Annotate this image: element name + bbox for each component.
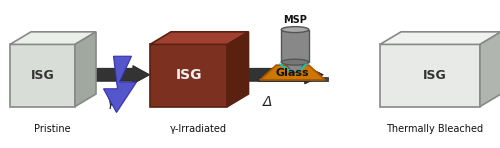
Ellipse shape [281,59,309,65]
Text: γ-Irradiated: γ-Irradiated [170,124,227,134]
Polygon shape [260,65,325,80]
Text: Thermally Bleached: Thermally Bleached [386,124,484,134]
Text: γ: γ [107,95,116,109]
Polygon shape [480,32,500,107]
Polygon shape [228,32,248,107]
Text: Glass: Glass [276,68,310,78]
Text: ISG: ISG [423,69,447,82]
Polygon shape [380,32,500,44]
FancyArrow shape [78,66,150,84]
Polygon shape [284,62,306,73]
Polygon shape [104,56,136,112]
FancyArrow shape [235,66,324,84]
FancyBboxPatch shape [10,44,75,107]
Text: Δ: Δ [262,95,272,109]
FancyBboxPatch shape [380,44,480,107]
Text: ISG: ISG [176,69,202,82]
FancyBboxPatch shape [258,77,328,81]
Text: Pristine: Pristine [34,124,71,134]
Polygon shape [150,32,248,44]
Polygon shape [10,32,96,44]
Text: MSP: MSP [283,15,307,25]
Ellipse shape [281,27,309,33]
FancyBboxPatch shape [281,30,309,62]
Polygon shape [75,32,96,107]
FancyBboxPatch shape [150,44,228,107]
Text: ISG: ISG [30,69,54,82]
